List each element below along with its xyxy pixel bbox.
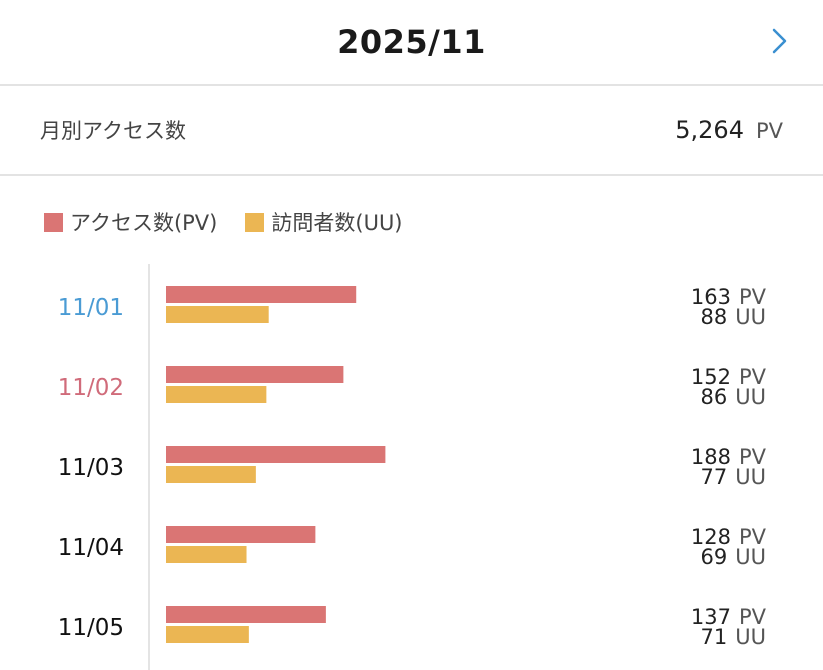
uu-value-label: 86 UU [701, 385, 766, 409]
bar-uu [166, 626, 249, 643]
bar-pv [166, 526, 315, 543]
uu-value-label: 88 UU [701, 305, 766, 329]
date-label: 11/05 [58, 615, 124, 641]
bar-uu [166, 306, 269, 323]
date-label: 11/02 [58, 375, 124, 401]
uu-value-label: 71 UU [701, 625, 766, 649]
date-label: 11/04 [58, 535, 124, 561]
bar-uu [166, 386, 266, 403]
date-label: 11/03 [58, 455, 124, 481]
uu-value-label: 77 UU [701, 465, 766, 489]
date-label: 11/01 [58, 295, 124, 321]
bar-uu [166, 466, 256, 483]
bar-uu [166, 546, 247, 563]
bar-pv [166, 286, 356, 303]
uu-value-label: 69 UU [701, 545, 766, 569]
bar-pv [166, 366, 343, 383]
bar-pv [166, 446, 385, 463]
bar-pv [166, 606, 326, 623]
